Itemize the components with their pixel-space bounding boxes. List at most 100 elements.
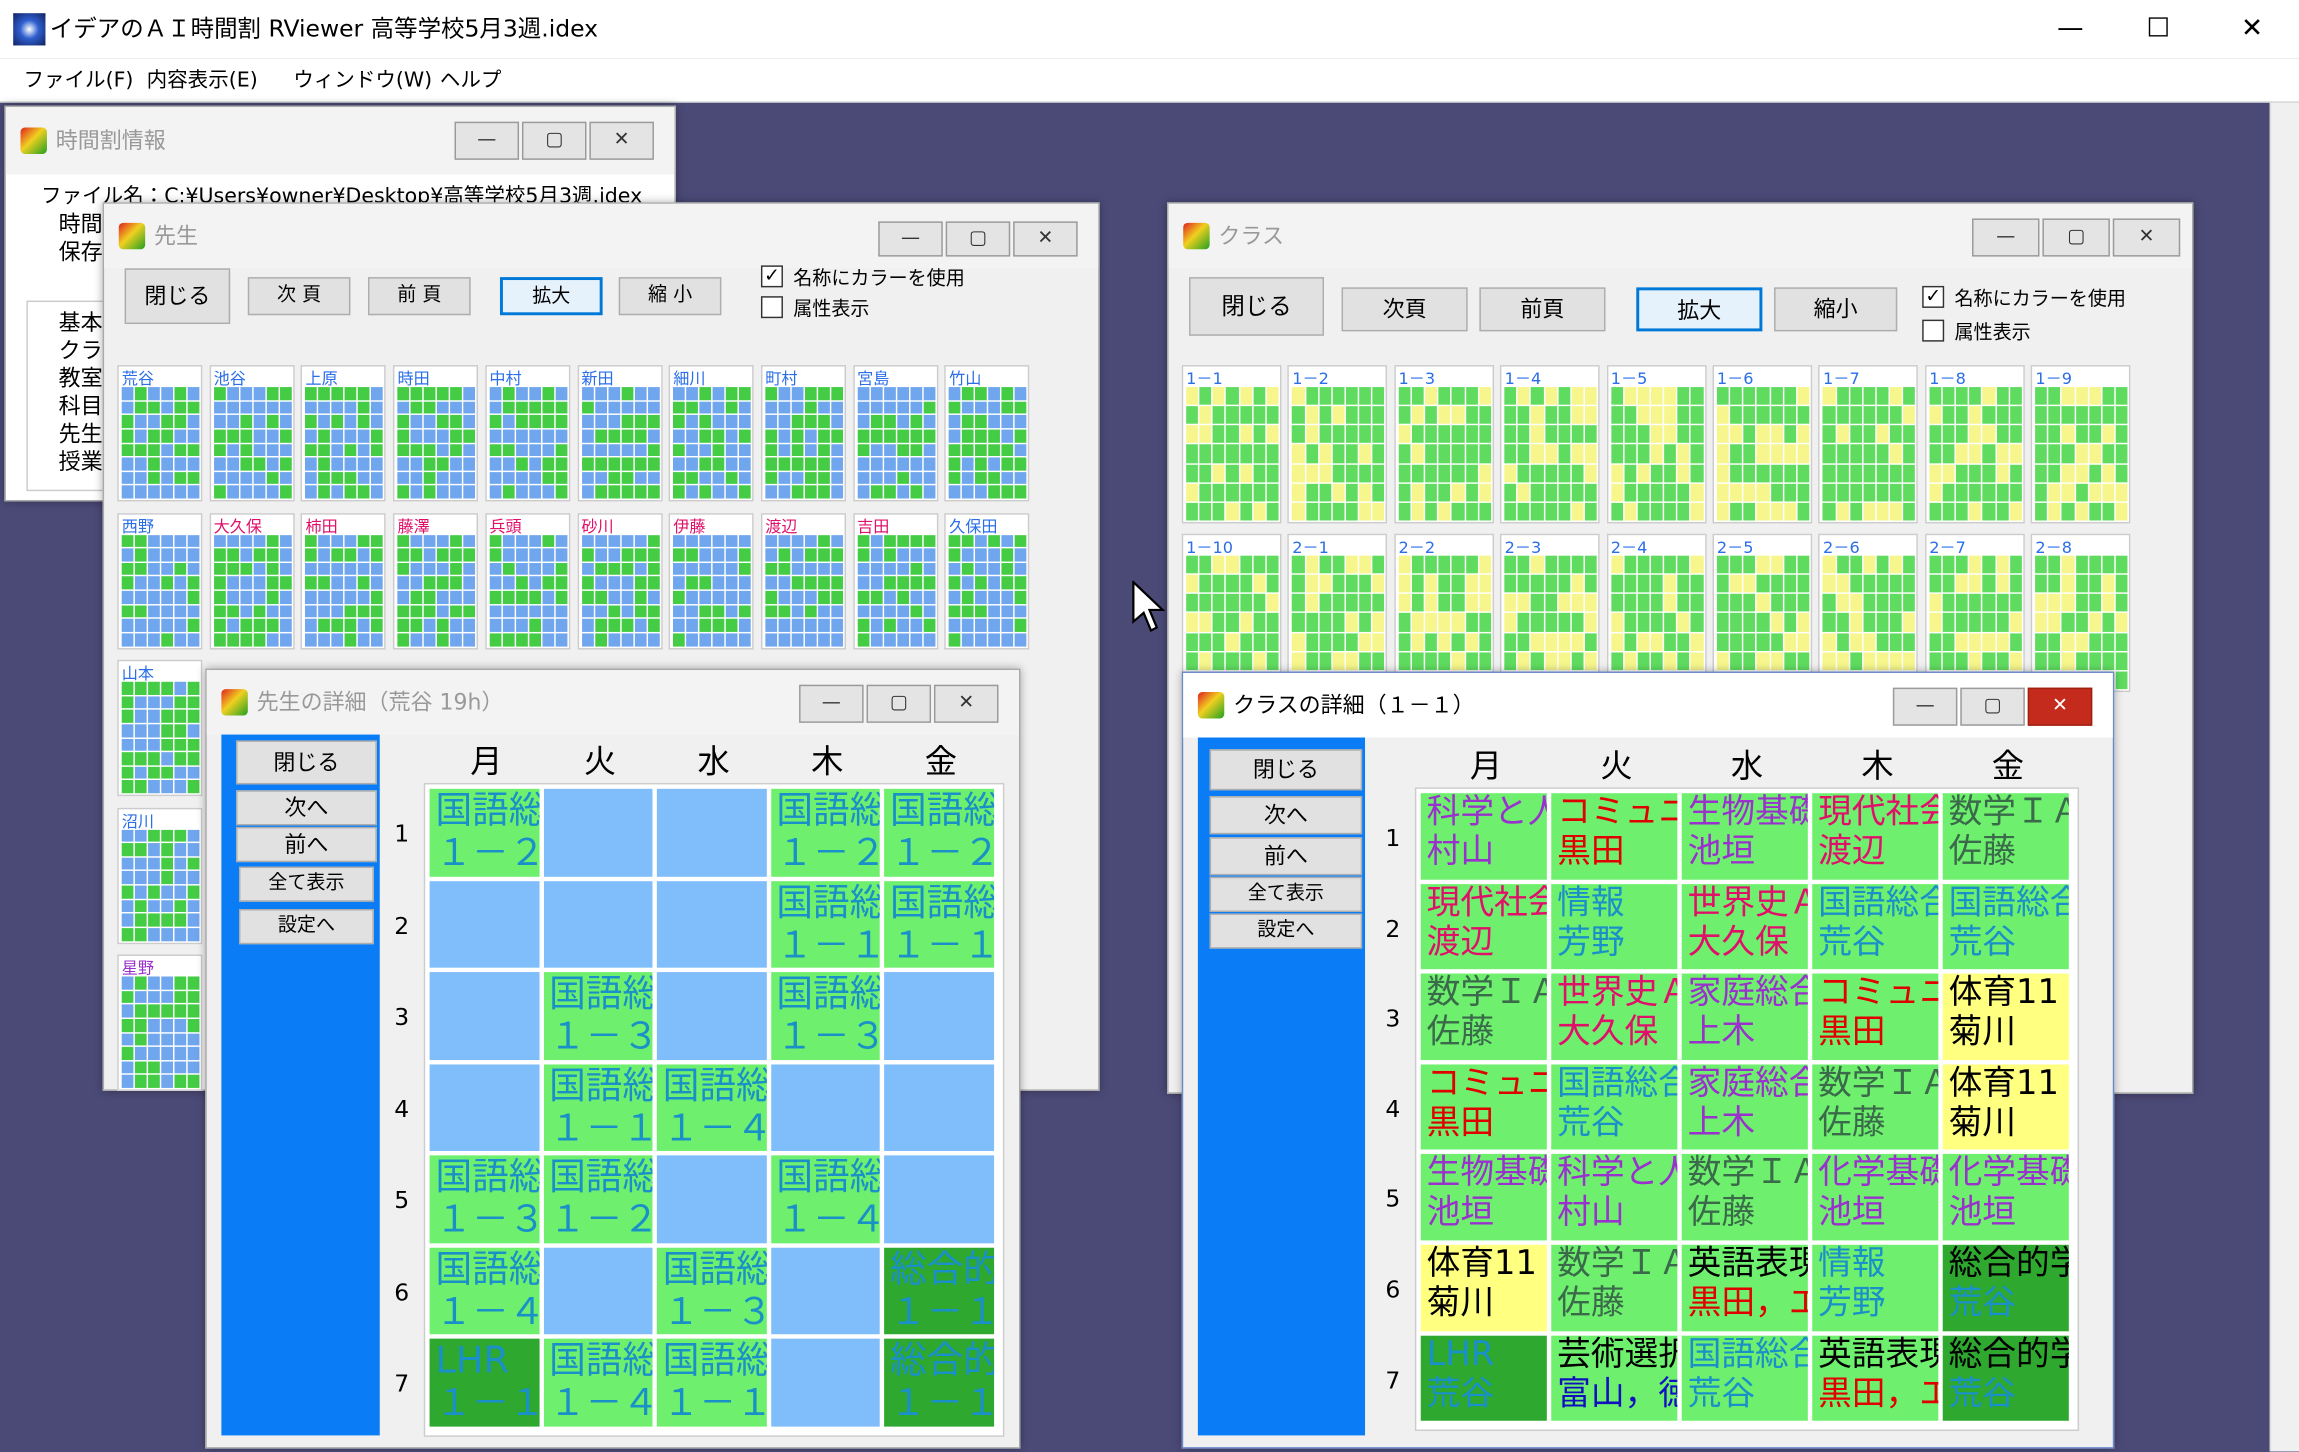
timetable-cell[interactable]: 国語総合１－４ (656, 1063, 767, 1151)
mini-timetable[interactable]: 2－4 (1606, 533, 1707, 693)
maximize-button[interactable]: ▢ (1960, 687, 2025, 726)
button[interactable]: 閉じる (1189, 277, 1324, 336)
button[interactable]: 縮小 (1774, 287, 1898, 332)
timetable-cell[interactable] (429, 880, 539, 968)
timetable-cell[interactable] (429, 1063, 539, 1151)
mini-timetable[interactable]: 町村 (760, 365, 846, 502)
timetable-cell[interactable]: 国語総合荒谷 (1812, 883, 1939, 970)
timetable-cell[interactable]: 英語表現黒田，エ (1812, 1335, 1939, 1422)
minimize-button[interactable]: — (1892, 687, 1958, 726)
mini-timetable[interactable]: 久保田 (944, 512, 1030, 649)
timetable-cell[interactable]: 国語総合１－３ (543, 972, 653, 1060)
timetable-cell[interactable] (543, 788, 653, 877)
timetable-cell[interactable]: 数学ＩＡ佐藤 (1681, 1154, 1808, 1241)
timetable-cell[interactable]: 総合的学習１－１ (884, 1247, 994, 1335)
timetable-cell[interactable]: 情報 芳野 (1812, 1244, 1939, 1331)
checkbox-label[interactable]: 属性表示 (793, 299, 870, 322)
timetable-cell[interactable]: 国語総合１－３ (656, 1247, 767, 1335)
checkbox-label[interactable]: 属性表示 (1954, 322, 2031, 345)
button[interactable]: 前へ (236, 826, 377, 863)
button[interactable]: 次へ (236, 790, 377, 826)
timetable-cell[interactable]: 家庭総合上木 (1681, 973, 1808, 1060)
timetable-cell[interactable] (770, 1338, 880, 1426)
mini-timetable[interactable]: 2－7 (1924, 533, 2025, 693)
mini-timetable[interactable]: 1－1 (1181, 365, 1282, 524)
button[interactable]: 拡大 (1636, 287, 1763, 332)
timetable-cell[interactable]: LHR １－１ (429, 1338, 539, 1426)
maximize-button[interactable]: ▢ (866, 684, 932, 723)
timetable-cell[interactable]: コミュニケーション英語黒田 (1812, 973, 1939, 1060)
mini-timetable[interactable]: 1－10 (1181, 533, 1282, 693)
timetable-cell[interactable] (656, 788, 767, 877)
mini-timetable[interactable]: 山本 (117, 659, 203, 797)
button[interactable]: 前へ (1209, 837, 1363, 876)
timetable-cell[interactable]: 化学基礎池垣 (1942, 1154, 2069, 1241)
mini-timetable[interactable]: 上原 (301, 365, 387, 502)
button[interactable]: 前 頁 (368, 277, 471, 316)
mini-timetable[interactable]: 2－6 (1818, 533, 1919, 693)
minimize-button[interactable]: — (2057, 13, 2084, 44)
mini-timetable[interactable]: 中村 (485, 365, 571, 502)
mini-timetable[interactable]: 2－2 (1394, 533, 1494, 693)
timetable-cell[interactable]: 数学ＩＡ佐藤 (1551, 1244, 1678, 1331)
timetable-cell[interactable]: 国語総合荒谷 (1681, 1335, 1808, 1422)
mini-timetable[interactable]: 1－4 (1500, 365, 1600, 524)
timetable-cell[interactable] (884, 1063, 994, 1151)
timetable-cell[interactable] (656, 880, 767, 968)
timetable-cell[interactable] (770, 1247, 880, 1335)
timetable-cell[interactable] (543, 1247, 653, 1335)
timetable-cell[interactable]: 情報 芳野 (1551, 883, 1678, 970)
button[interactable]: 閉じる (1209, 749, 1363, 791)
timetable-cell[interactable]: 世界史Ａ大久保 (1681, 883, 1808, 970)
timetable-cell[interactable]: 体育11 菊川 (1942, 973, 2069, 1060)
menu-item[interactable]: ウィンドウ(W) (293, 68, 433, 93)
mini-timetable[interactable]: 時田 (393, 365, 479, 502)
mini-timetable[interactable]: 伊藤 (668, 512, 754, 649)
minimize-button[interactable]: — (878, 221, 943, 257)
mini-timetable[interactable]: 2－5 (1712, 533, 1813, 693)
menu-item[interactable]: ヘルプ (439, 68, 502, 93)
timetable-cell[interactable]: 現代社会渡辺 (1812, 793, 1939, 880)
mini-timetable[interactable]: 宮島 (852, 365, 938, 502)
button[interactable]: 閉じる (236, 740, 377, 785)
button[interactable]: 閉じる (124, 268, 231, 325)
timetable-cell[interactable]: 国語総合荒谷 (1942, 883, 2069, 970)
timetable-cell[interactable]: 家庭総合上木 (1681, 1064, 1808, 1151)
close-button[interactable]: ✕ (2241, 13, 2264, 44)
timetable-cell[interactable]: 体育11 菊川 (1420, 1244, 1547, 1331)
mini-timetable[interactable]: 1－7 (1818, 365, 1919, 524)
close-button[interactable]: ✕ (933, 684, 999, 723)
mini-timetable[interactable]: 砂川 (576, 512, 662, 649)
maximize-button[interactable]: ☐ (2146, 13, 2171, 44)
mini-timetable[interactable]: 1－3 (1394, 365, 1494, 524)
timetable-cell[interactable]: 科学と人間生活村山 (1551, 1154, 1678, 1241)
button[interactable]: 拡大 (499, 277, 603, 316)
minimize-button[interactable]: — (454, 121, 520, 160)
mini-timetable[interactable]: 渡辺 (760, 512, 846, 649)
timetable-cell[interactable]: 生物基礎池垣 (1420, 1154, 1547, 1241)
timetable-cell[interactable]: 体育11 菊川 (1942, 1064, 2069, 1151)
mini-timetable[interactable]: 1－9 (2030, 365, 2131, 524)
checkbox-label[interactable]: 名称にカラーを使用 (793, 268, 965, 291)
close-button[interactable]: ✕ (2027, 687, 2093, 726)
timetable-cell[interactable] (429, 972, 539, 1060)
timetable-cell[interactable]: 数学ＩＡ佐藤 (1420, 973, 1547, 1060)
timetable-cell[interactable] (770, 1063, 880, 1151)
timetable-cell[interactable]: 国語総合１－４ (770, 1155, 880, 1243)
mini-timetable[interactable]: 新田 (576, 365, 662, 502)
timetable-cell[interactable]: 世界史Ａ大久保 (1551, 973, 1678, 1060)
maximize-button[interactable]: ▢ (2042, 218, 2110, 257)
maximize-button[interactable]: ▢ (945, 221, 1011, 257)
timetable-cell[interactable]: 化学基礎池垣 (1812, 1154, 1939, 1241)
close-button[interactable]: ✕ (1013, 221, 1078, 257)
mini-timetable[interactable]: 竹山 (944, 365, 1030, 502)
checkbox[interactable] (1922, 319, 1945, 342)
timetable-cell[interactable]: 国語総合１－３ (429, 1155, 539, 1243)
mini-timetable[interactable]: 1－6 (1712, 365, 1813, 524)
button[interactable]: 次へ (1209, 796, 1363, 835)
timetable-cell[interactable]: 国語総合１－２ (884, 788, 994, 877)
timetable-cell[interactable]: 英語表現黒田，エ (1681, 1244, 1808, 1331)
timetable-cell[interactable]: 生物基礎池垣 (1681, 793, 1808, 880)
close-button[interactable]: ✕ (2112, 218, 2181, 257)
button[interactable]: 次 頁 (247, 277, 351, 316)
